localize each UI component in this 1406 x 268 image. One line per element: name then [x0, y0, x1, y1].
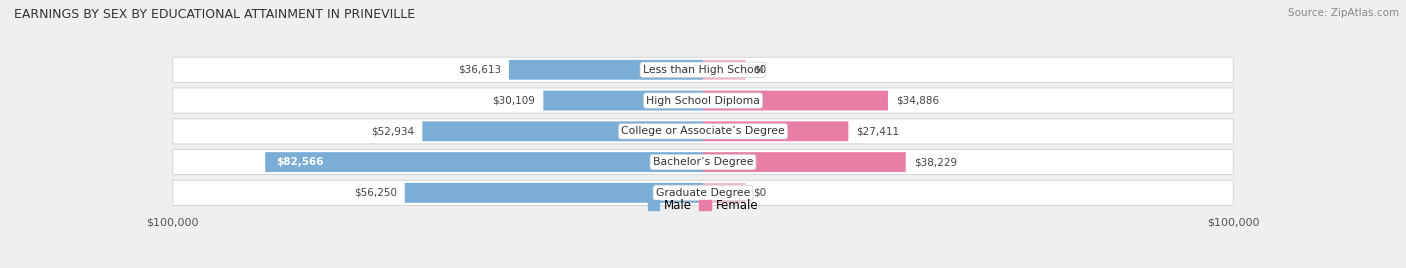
Text: $34,886: $34,886 [896, 96, 939, 106]
FancyBboxPatch shape [266, 152, 703, 172]
Text: $82,566: $82,566 [276, 157, 323, 167]
FancyBboxPatch shape [173, 180, 1233, 205]
Text: Bachelor’s Degree: Bachelor’s Degree [652, 157, 754, 167]
Text: $0: $0 [754, 65, 766, 75]
FancyBboxPatch shape [703, 152, 905, 172]
FancyBboxPatch shape [173, 57, 1233, 82]
FancyBboxPatch shape [173, 119, 1233, 144]
Text: $56,250: $56,250 [354, 188, 396, 198]
Text: Less than High School: Less than High School [643, 65, 763, 75]
FancyBboxPatch shape [173, 88, 1233, 113]
Text: $36,613: $36,613 [458, 65, 501, 75]
FancyBboxPatch shape [703, 60, 745, 80]
Text: High School Diploma: High School Diploma [647, 96, 759, 106]
FancyBboxPatch shape [405, 183, 703, 203]
FancyBboxPatch shape [422, 121, 703, 141]
FancyBboxPatch shape [703, 91, 889, 110]
Text: $0: $0 [754, 188, 766, 198]
FancyBboxPatch shape [703, 121, 848, 141]
Text: Source: ZipAtlas.com: Source: ZipAtlas.com [1288, 8, 1399, 18]
Text: $27,411: $27,411 [856, 126, 900, 136]
Text: $38,229: $38,229 [914, 157, 956, 167]
FancyBboxPatch shape [703, 183, 745, 203]
FancyBboxPatch shape [509, 60, 703, 80]
Legend: Male, Female: Male, Female [643, 194, 763, 217]
Text: College or Associate’s Degree: College or Associate’s Degree [621, 126, 785, 136]
Text: $52,934: $52,934 [371, 126, 415, 136]
FancyBboxPatch shape [543, 91, 703, 110]
FancyBboxPatch shape [173, 150, 1233, 175]
Text: EARNINGS BY SEX BY EDUCATIONAL ATTAINMENT IN PRINEVILLE: EARNINGS BY SEX BY EDUCATIONAL ATTAINMEN… [14, 8, 415, 21]
Text: Graduate Degree: Graduate Degree [655, 188, 751, 198]
Text: $30,109: $30,109 [492, 96, 536, 106]
